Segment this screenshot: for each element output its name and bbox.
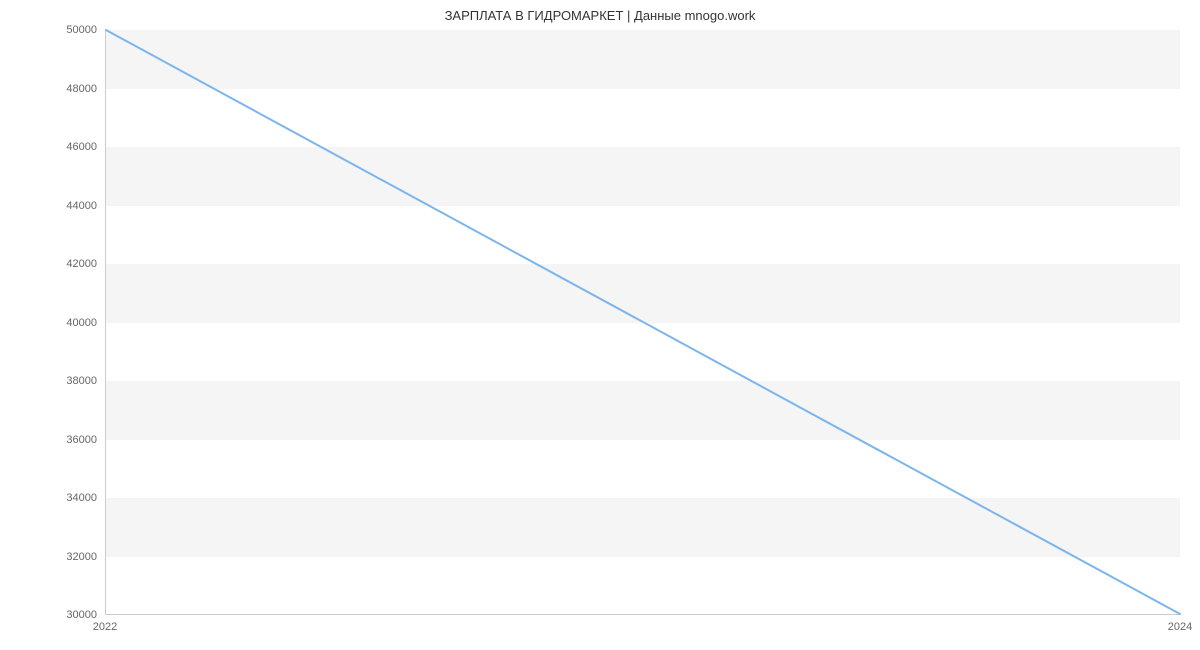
y-tick-label: 50000 (37, 24, 97, 36)
y-tick-label: 40000 (37, 317, 97, 329)
plot-area (105, 30, 1180, 615)
x-tick-label: 2022 (93, 621, 117, 633)
y-tick-label: 42000 (37, 258, 97, 270)
y-tick-label: 30000 (37, 609, 97, 621)
y-tick-label: 44000 (37, 200, 97, 212)
series-line (106, 30, 1180, 614)
y-tick-label: 46000 (37, 141, 97, 153)
y-tick-label: 36000 (37, 434, 97, 446)
y-tick-label: 34000 (37, 492, 97, 504)
y-tick-label: 38000 (37, 375, 97, 387)
chart-svg (106, 30, 1180, 614)
chart-title: ЗАРПЛАТА В ГИДРОМАРКЕТ | Данные mnogo.wo… (0, 8, 1200, 23)
x-tick-label: 2024 (1168, 621, 1192, 633)
y-tick-label: 32000 (37, 551, 97, 563)
y-tick-label: 48000 (37, 83, 97, 95)
